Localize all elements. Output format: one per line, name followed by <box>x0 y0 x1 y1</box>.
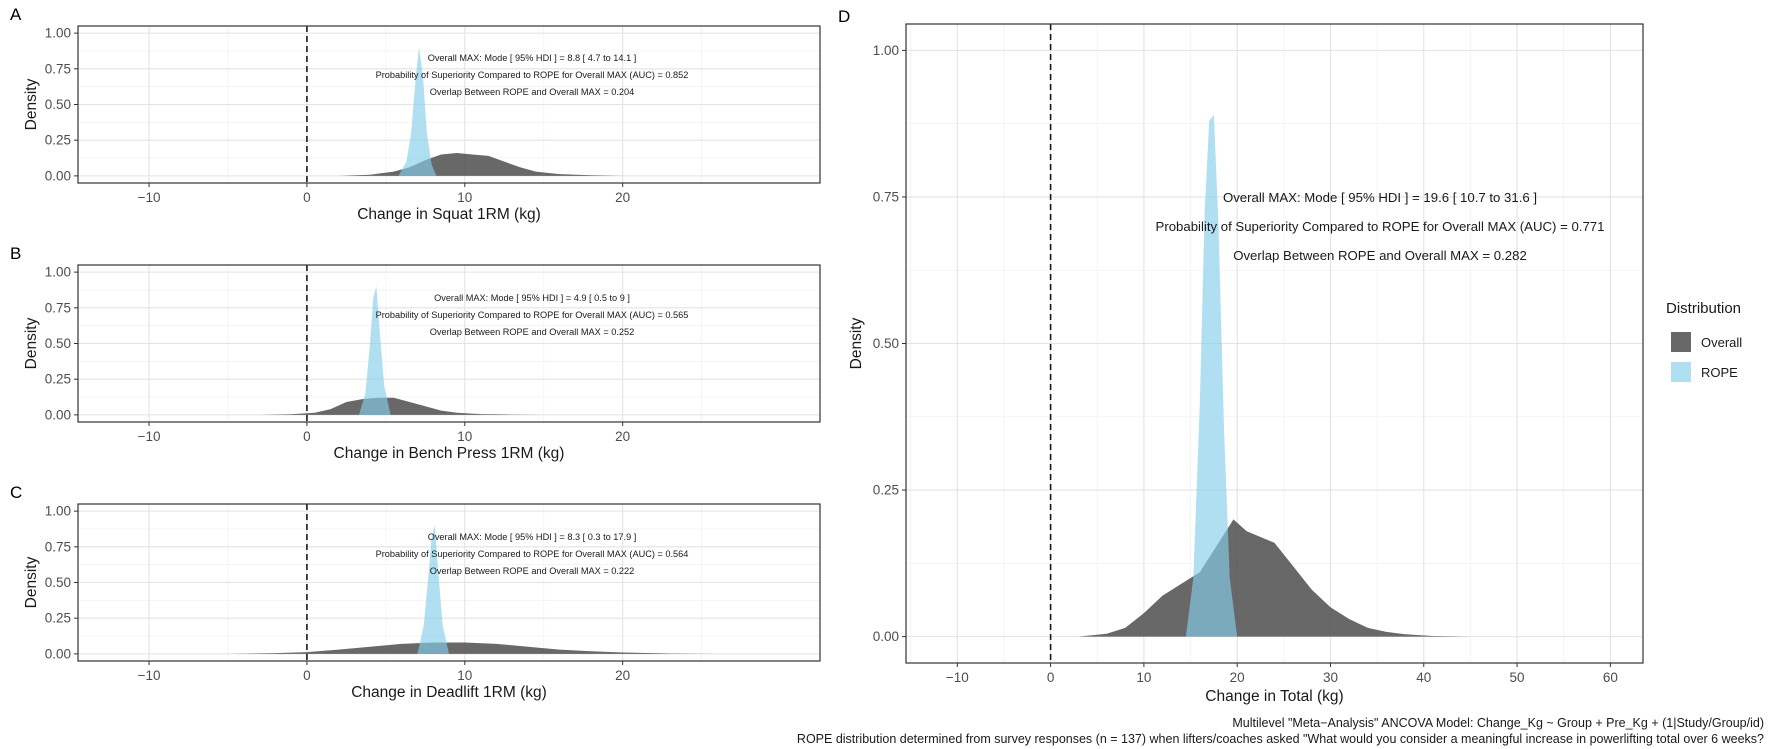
x-tick-label: 20 <box>1230 670 1245 685</box>
legend-label-overall: Overall <box>1701 335 1742 350</box>
legend-label-rope: ROPE <box>1701 365 1738 380</box>
density-area-overall <box>227 642 718 654</box>
annotation-line: Probability of Superiority Compared to R… <box>376 549 689 559</box>
density-area-overall <box>1078 519 1471 637</box>
panel-tag: B <box>10 244 21 263</box>
y-tick-label: 0.00 <box>873 629 899 644</box>
caption-rope-source: ROPE distribution determined from survey… <box>797 732 1764 746</box>
chart-panel-b: −10 0 10 20 0.00 0.25 0.50 0.75 1.00 Change in Be… <box>10 244 821 462</box>
x-tick-label: −10 <box>138 429 161 444</box>
density-area-rope <box>417 525 449 654</box>
legend-swatch-overall <box>1671 332 1691 352</box>
panel-tag: D <box>838 7 850 26</box>
y-tick-label: 0.75 <box>45 539 71 554</box>
x-axis-title: Change in Total (kg) <box>1205 688 1343 705</box>
y-tick-label: 0.25 <box>873 483 899 498</box>
x-tick-label: 0 <box>303 190 311 205</box>
y-axis-title: Density <box>848 317 865 369</box>
x-tick-label: 10 <box>457 429 472 444</box>
legend: Distribution Overall ROPE <box>1666 300 1742 382</box>
y-tick-label: 0.50 <box>873 336 899 351</box>
legend-swatch-rope <box>1671 362 1691 382</box>
y-tick-label: 0.50 <box>45 97 71 112</box>
y-tick-label: 0.25 <box>45 611 71 626</box>
panel-tag: A <box>10 5 22 24</box>
x-tick-label: 10 <box>457 190 472 205</box>
y-tick-label: 1.00 <box>45 265 71 280</box>
y-tick-label: 0.75 <box>873 189 899 204</box>
y-tick-label: 0.50 <box>45 336 71 351</box>
x-tick-label: 30 <box>1323 670 1338 685</box>
legend-title: Distribution <box>1666 300 1741 317</box>
panel-tag: C <box>10 483 22 502</box>
y-tick-label: 0.00 <box>45 168 71 183</box>
y-axis-title: Density <box>23 556 40 608</box>
density-area-rope <box>1185 114 1238 637</box>
chart-panel-d: −10 0 10 20 30 40 50 60 0.00 0.25 0.50 0.75 1.00 Chan… <box>838 7 1644 705</box>
x-tick-label: 0 <box>303 668 311 683</box>
annotation-line: Overlap Between ROPE and Overall MAX = 0… <box>1233 248 1527 263</box>
annotation-line: Overlap Between ROPE and Overall MAX = 0… <box>430 327 635 337</box>
density-area-overall <box>259 397 544 415</box>
y-tick-label: 1.00 <box>45 26 71 41</box>
x-axis-title: Change in Deadlift 1RM (kg) <box>351 684 547 701</box>
x-axis-title: Change in Bench Press 1RM (kg) <box>334 445 565 462</box>
y-tick-label: 0.75 <box>45 300 71 315</box>
x-tick-label: 40 <box>1416 670 1431 685</box>
density-area-rope <box>359 286 391 415</box>
x-tick-label: 20 <box>615 429 630 444</box>
annotation-line: Overall MAX: Mode [ 95% HDI ] = 4.9 [ 0.… <box>434 293 630 303</box>
density-area-rope <box>398 47 437 176</box>
annotation-line: Probability of Superiority Compared to R… <box>376 310 689 320</box>
annotation-line: Overall MAX: Mode [ 95% HDI ] = 8.3 [ 0.… <box>428 532 637 542</box>
x-tick-label: 20 <box>615 668 630 683</box>
y-tick-label: 0.00 <box>45 646 71 661</box>
chart-panel-c: −10 0 10 20 0.00 0.25 0.50 0.75 1.00 Change in De… <box>10 483 821 701</box>
y-tick-label: 0.25 <box>45 372 71 387</box>
x-tick-label: 60 <box>1603 670 1618 685</box>
chart-panel-a: −10 0 10 20 0.00 0.25 0.50 0.75 1.00 Change in Sq… <box>10 5 821 223</box>
y-tick-label: 1.00 <box>873 43 899 58</box>
annotation-line: Overall MAX: Mode [ 95% HDI ] = 19.6 [ 1… <box>1223 190 1537 205</box>
annotation-line: Overlap Between ROPE and Overall MAX = 0… <box>430 566 635 576</box>
y-tick-label: 0.50 <box>45 575 71 590</box>
annotation-line: Probability of Superiority Compared to R… <box>1156 219 1605 234</box>
y-axis-title: Density <box>23 317 40 369</box>
x-tick-label: 10 <box>457 668 472 683</box>
y-tick-label: 0.75 <box>45 61 71 76</box>
annotation-line: Overlap Between ROPE and Overall MAX = 0… <box>430 87 635 97</box>
y-tick-label: 0.25 <box>45 133 71 148</box>
caption-model: Multilevel "Meta−Analysis" ANCOVA Model:… <box>1232 716 1764 730</box>
x-tick-label: −10 <box>138 668 161 683</box>
annotation-line: Probability of Superiority Compared to R… <box>376 70 689 80</box>
x-tick-label: −10 <box>138 190 161 205</box>
x-tick-label: 50 <box>1510 670 1525 685</box>
x-tick-label: −10 <box>946 670 969 685</box>
y-tick-label: 1.00 <box>45 504 71 519</box>
y-tick-label: 0.00 <box>45 407 71 422</box>
x-tick-label: 10 <box>1136 670 1151 685</box>
annotation-line: Overall MAX: Mode [ 95% HDI ] = 8.8 [ 4.… <box>428 53 637 63</box>
x-tick-label: 0 <box>303 429 311 444</box>
y-axis-title: Density <box>23 78 40 130</box>
x-axis-title: Change in Squat 1RM (kg) <box>357 206 541 223</box>
x-tick-label: 20 <box>615 190 630 205</box>
x-tick-label: 0 <box>1047 670 1055 685</box>
